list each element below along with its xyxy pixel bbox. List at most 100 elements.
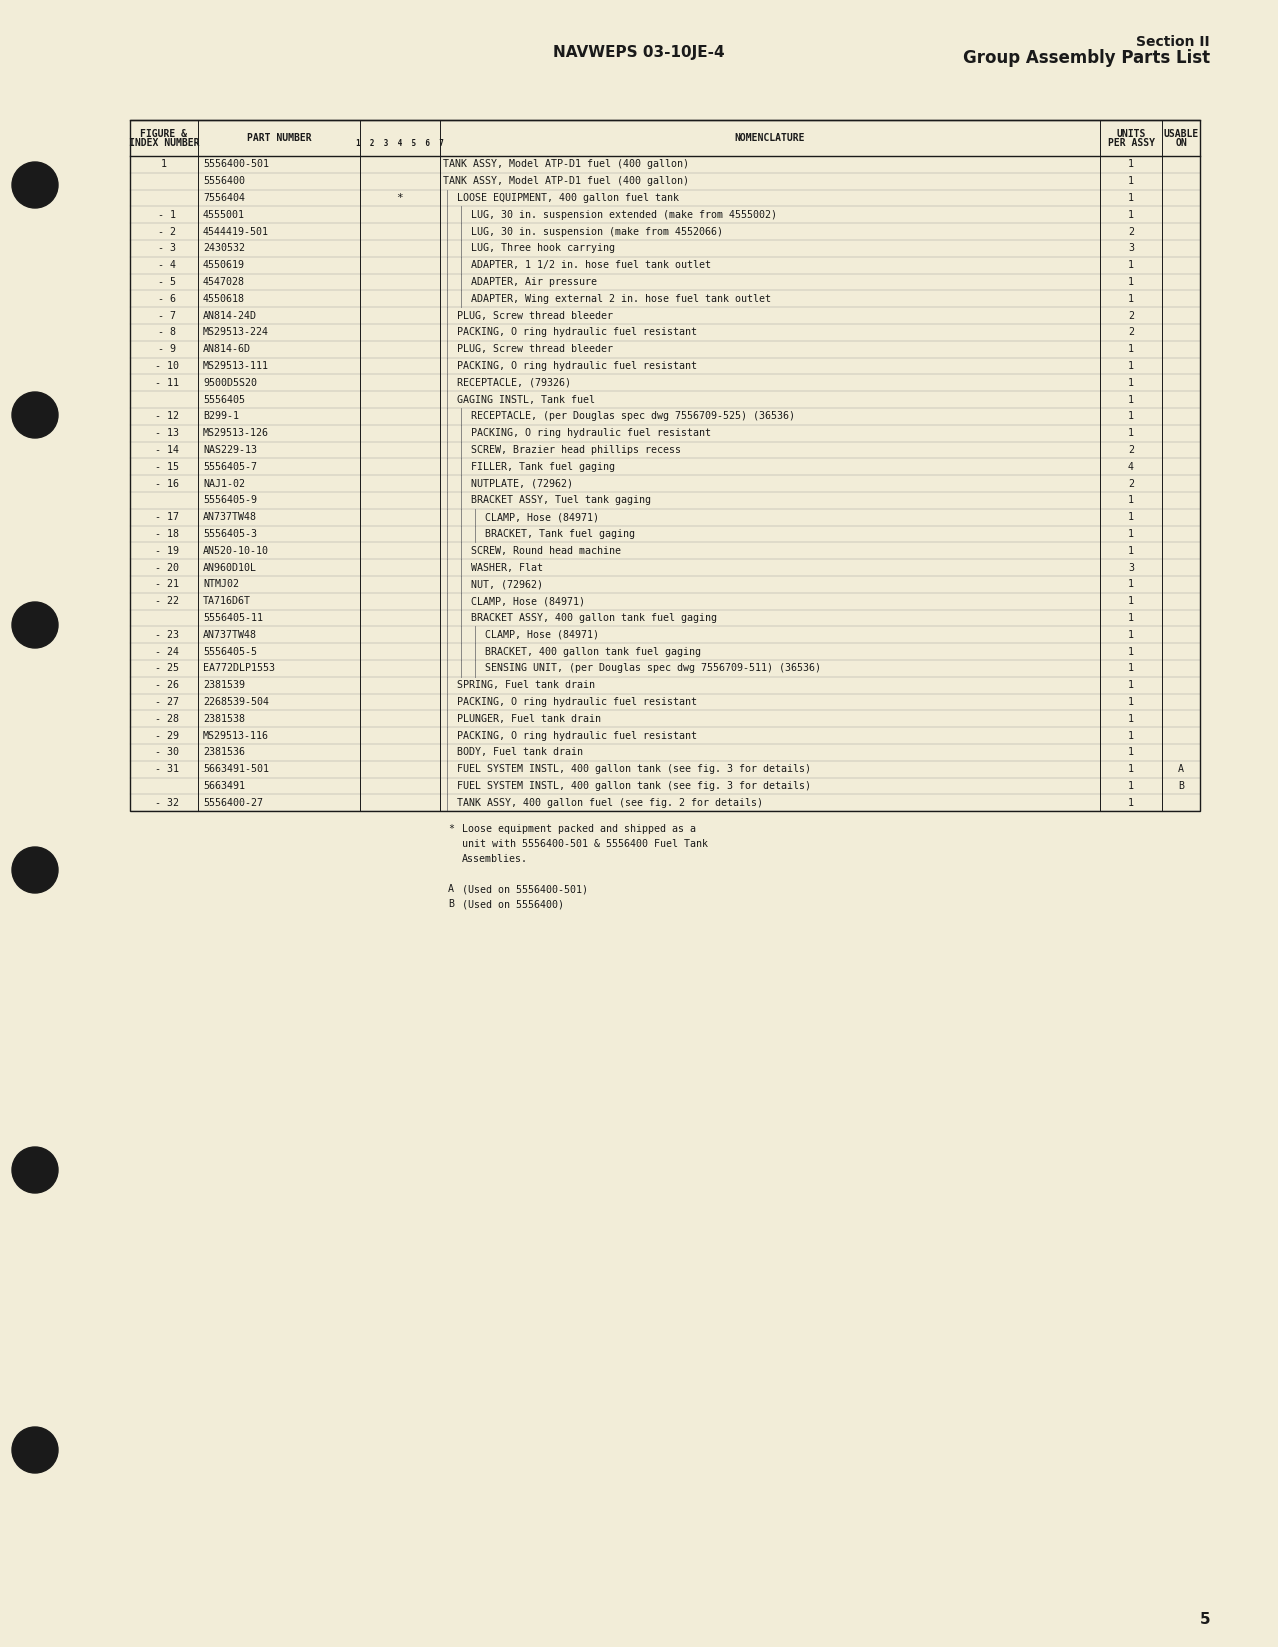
Text: BRACKET, Tank fuel gaging: BRACKET, Tank fuel gaging [484, 529, 635, 539]
Text: CLAMP, Hose (84971): CLAMP, Hose (84971) [472, 596, 585, 606]
Text: 5: 5 [1199, 1612, 1210, 1627]
Text: 7556404: 7556404 [203, 193, 245, 203]
Text: - 31: - 31 [150, 764, 179, 774]
Text: A: A [449, 884, 454, 894]
Text: 4547028: 4547028 [203, 277, 245, 287]
Text: 2: 2 [1128, 311, 1134, 321]
Text: TANK ASSY, Model ATP-D1 fuel (400 gallon): TANK ASSY, Model ATP-D1 fuel (400 gallon… [443, 176, 689, 186]
Text: 1  2  3  4  5  6  7: 1 2 3 4 5 6 7 [357, 140, 443, 148]
Text: 1: 1 [1128, 731, 1134, 741]
Text: - 26: - 26 [150, 680, 179, 690]
Text: 2: 2 [1128, 328, 1134, 338]
Circle shape [12, 1426, 58, 1472]
Text: 4: 4 [1128, 461, 1134, 471]
Text: RECEPTACLE, (79326): RECEPTACLE, (79326) [458, 377, 571, 387]
Circle shape [12, 847, 58, 893]
Text: WASHER, Flat: WASHER, Flat [472, 563, 543, 573]
Text: PACKING, O ring hydraulic fuel resistant: PACKING, O ring hydraulic fuel resistant [458, 361, 697, 371]
Text: 5556405-3: 5556405-3 [203, 529, 257, 539]
Text: - 30: - 30 [150, 748, 179, 758]
Text: ADAPTER, 1 1/2 in. hose fuel tank outlet: ADAPTER, 1 1/2 in. hose fuel tank outlet [472, 260, 711, 270]
Text: CLAMP, Hose (84971): CLAMP, Hose (84971) [484, 629, 599, 639]
Text: NAJ1-02: NAJ1-02 [203, 479, 245, 489]
Text: UNITS: UNITS [1116, 128, 1145, 138]
Text: BRACKET ASSY, 400 gallon tank fuel gaging: BRACKET ASSY, 400 gallon tank fuel gagin… [472, 613, 717, 623]
Text: 2381536: 2381536 [203, 748, 245, 758]
Text: PACKING, O ring hydraulic fuel resistant: PACKING, O ring hydraulic fuel resistant [458, 731, 697, 741]
Text: 3: 3 [1128, 244, 1134, 254]
Text: 1: 1 [1128, 512, 1134, 522]
Text: Group Assembly Parts List: Group Assembly Parts List [962, 49, 1210, 68]
Text: - 29: - 29 [150, 731, 179, 741]
Text: - 8: - 8 [152, 328, 176, 338]
Text: PLUNGER, Fuel tank drain: PLUNGER, Fuel tank drain [458, 713, 601, 723]
Text: 4544419-501: 4544419-501 [203, 227, 268, 237]
Text: Section II: Section II [1136, 35, 1210, 49]
Text: 1: 1 [1128, 596, 1134, 606]
Text: FIGURE &: FIGURE & [141, 128, 188, 138]
Text: 1: 1 [1128, 160, 1134, 170]
Text: - 12: - 12 [150, 412, 179, 422]
Text: CLAMP, Hose (84971): CLAMP, Hose (84971) [484, 512, 599, 522]
Text: 1: 1 [1128, 580, 1134, 590]
Text: EA772DLP1553: EA772DLP1553 [203, 664, 275, 674]
Circle shape [12, 392, 58, 438]
Text: USABLE: USABLE [1163, 128, 1199, 138]
Text: 5556405-7: 5556405-7 [203, 461, 257, 471]
Text: MS29513-126: MS29513-126 [203, 428, 268, 438]
Text: 3: 3 [1128, 563, 1134, 573]
Text: B: B [1178, 781, 1183, 791]
Circle shape [12, 1146, 58, 1192]
Text: 5556405-11: 5556405-11 [203, 613, 263, 623]
Text: AN737TW48: AN737TW48 [203, 629, 257, 639]
Text: 1: 1 [1128, 797, 1134, 807]
Text: 5663491: 5663491 [203, 781, 245, 791]
Text: NAVWEPS 03-10JE-4: NAVWEPS 03-10JE-4 [553, 44, 725, 59]
Text: 1: 1 [1128, 713, 1134, 723]
Text: LUG, 30 in. suspension extended (make from 4555002): LUG, 30 in. suspension extended (make fr… [472, 209, 777, 219]
Text: SPRING, Fuel tank drain: SPRING, Fuel tank drain [458, 680, 596, 690]
Text: 1: 1 [1128, 395, 1134, 405]
Text: NTMJ02: NTMJ02 [203, 580, 239, 590]
Text: TA716D6T: TA716D6T [203, 596, 250, 606]
Text: B299-1: B299-1 [203, 412, 239, 422]
Text: TANK ASSY, Model ATP-D1 fuel (400 gallon): TANK ASSY, Model ATP-D1 fuel (400 gallon… [443, 160, 689, 170]
Text: PACKING, O ring hydraulic fuel resistant: PACKING, O ring hydraulic fuel resistant [458, 697, 697, 707]
Text: - 28: - 28 [150, 713, 179, 723]
Text: TANK ASSY, 400 gallon fuel (see fig. 2 for details): TANK ASSY, 400 gallon fuel (see fig. 2 f… [458, 797, 763, 807]
Text: 5556400: 5556400 [203, 176, 245, 186]
Text: 5556405-5: 5556405-5 [203, 647, 257, 657]
Text: - 22: - 22 [150, 596, 179, 606]
Text: 4550618: 4550618 [203, 293, 245, 303]
Text: - 23: - 23 [150, 629, 179, 639]
Text: 9500D5S20: 9500D5S20 [203, 377, 257, 387]
Text: 1: 1 [1128, 377, 1134, 387]
Text: INDEX NUMBER: INDEX NUMBER [129, 138, 199, 148]
Text: NUT, (72962): NUT, (72962) [472, 580, 543, 590]
Text: - 24: - 24 [150, 647, 179, 657]
Text: 2: 2 [1128, 227, 1134, 237]
Text: - 2: - 2 [152, 227, 176, 237]
Text: 2268539-504: 2268539-504 [203, 697, 268, 707]
Text: 1: 1 [1128, 680, 1134, 690]
Text: - 21: - 21 [150, 580, 179, 590]
Text: AN814-24D: AN814-24D [203, 311, 257, 321]
Text: AN737TW48: AN737TW48 [203, 512, 257, 522]
Bar [130, 120, 1200, 812]
Text: BODY, Fuel tank drain: BODY, Fuel tank drain [458, 748, 583, 758]
Text: AN520-10-10: AN520-10-10 [203, 545, 268, 555]
Text: 1: 1 [1128, 647, 1134, 657]
Text: 2: 2 [1128, 479, 1134, 489]
Text: - 10: - 10 [150, 361, 179, 371]
Circle shape [12, 603, 58, 647]
Text: 1: 1 [1128, 664, 1134, 674]
Text: 1: 1 [1128, 344, 1134, 354]
Text: 1: 1 [1128, 496, 1134, 506]
Text: 4555001: 4555001 [203, 209, 245, 219]
Text: ADAPTER, Wing external 2 in. hose fuel tank outlet: ADAPTER, Wing external 2 in. hose fuel t… [472, 293, 771, 303]
Text: AN814-6D: AN814-6D [203, 344, 250, 354]
Text: GAGING INSTL, Tank fuel: GAGING INSTL, Tank fuel [458, 395, 596, 405]
Text: PACKING, O ring hydraulic fuel resistant: PACKING, O ring hydraulic fuel resistant [458, 328, 697, 338]
Text: MS29513-224: MS29513-224 [203, 328, 268, 338]
Text: - 9: - 9 [152, 344, 176, 354]
